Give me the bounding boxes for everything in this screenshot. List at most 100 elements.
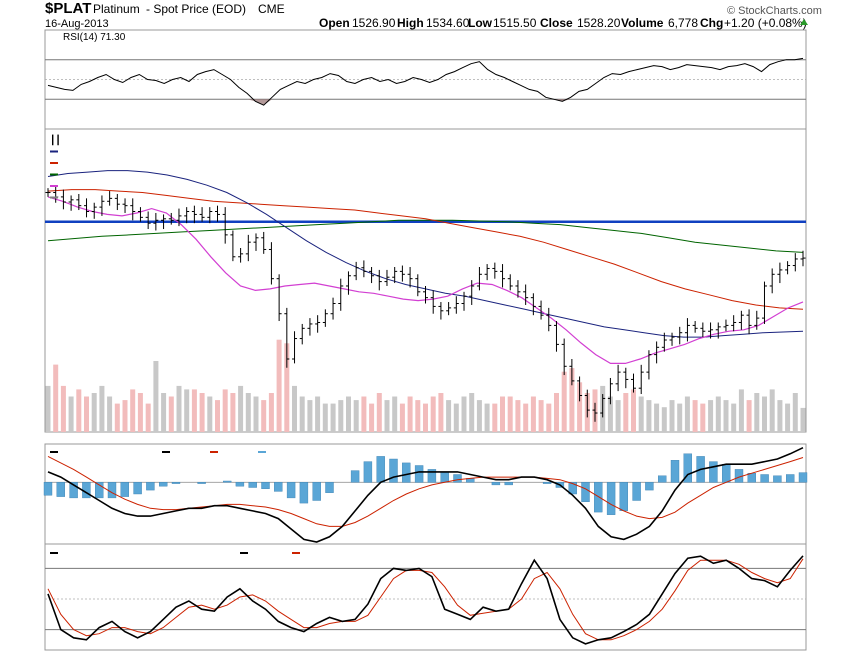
- volume-bar: [307, 400, 313, 432]
- volume-bar: [76, 389, 82, 432]
- volume-bar: [176, 385, 182, 432]
- volume-bar: [153, 361, 159, 432]
- volume-bar: [469, 393, 475, 432]
- volume-bar: [369, 403, 375, 432]
- volume-bar: [692, 400, 698, 432]
- volume-bar: [60, 385, 66, 432]
- volume-bar: [661, 407, 667, 432]
- volume-bar: [746, 400, 752, 432]
- volume-bar: [800, 407, 806, 432]
- volume-label: Volume: [621, 16, 664, 30]
- macd-histogram-bar: [69, 482, 78, 499]
- ma200-line: [47, 219, 804, 253]
- volume-bar: [68, 396, 74, 432]
- chart-date: 16-Aug-2013: [45, 18, 109, 30]
- price-panel: ┃┃: [44, 128, 807, 433]
- instrument-name: Platinum: [93, 2, 140, 16]
- macd-histogram-bar: [107, 482, 117, 499]
- volume-bar: [700, 403, 706, 432]
- volume-bar: [762, 396, 767, 432]
- rsi-line: [47, 57, 804, 106]
- macd-histogram-bar: [645, 482, 654, 491]
- macd-histogram-bar: [197, 482, 206, 484]
- macd-histogram-bar: [722, 464, 731, 483]
- watermark: © StockCharts.com: [727, 5, 822, 17]
- instrument-description: - Spot Price (EOD): [146, 2, 246, 16]
- volume-bar: [53, 364, 59, 432]
- volume-bar: [430, 396, 436, 432]
- volume-bar: [361, 396, 367, 432]
- volume-bar: [168, 396, 174, 432]
- macd-histogram-bar: [619, 482, 628, 511]
- macd-panel: [43, 443, 808, 545]
- close-value: 1528.20: [577, 16, 621, 30]
- volume-bar: [222, 389, 228, 432]
- volume-bar: [292, 385, 297, 432]
- volume-bar: [399, 403, 405, 432]
- volume-bar: [607, 396, 613, 432]
- macd-histogram-bar: [158, 482, 168, 487]
- high-label: High: [397, 16, 424, 30]
- volume-bar: [577, 382, 583, 432]
- volume-bar: [230, 393, 236, 432]
- volume-bar: [554, 393, 559, 432]
- volume-bar: [315, 396, 321, 432]
- volume-bar: [114, 403, 120, 432]
- macd-histogram-bar: [312, 482, 321, 501]
- macd-histogram-bar: [709, 461, 718, 483]
- macd-histogram-bar: [325, 482, 334, 493]
- symbol-label: $PLAT: [45, 0, 91, 17]
- volume-bar: [423, 403, 428, 432]
- volume-bar: [137, 393, 143, 432]
- macd-histogram-bar: [56, 482, 65, 497]
- macd-histogram-bar: [427, 469, 437, 483]
- volume-bar: [684, 396, 690, 432]
- macd-histogram-bar: [683, 453, 692, 483]
- volume-bar: [792, 393, 798, 432]
- volume-bar: [207, 396, 213, 432]
- macd-histogram-bar: [606, 482, 616, 515]
- volume-bar: [561, 371, 567, 432]
- macd-histogram-bar: [286, 482, 296, 499]
- volume-bar: [91, 393, 97, 432]
- volume-bar: [199, 393, 205, 432]
- volume-bar: [769, 389, 775, 432]
- volume-bar: [191, 389, 197, 432]
- volume-bar: [161, 393, 167, 432]
- chg-value: +1.20 (+0.08%): [724, 16, 807, 30]
- volume-bar: [268, 393, 274, 432]
- volume-bar: [777, 400, 783, 432]
- macd-histogram-bar: [581, 482, 590, 502]
- volume-bar: [84, 396, 89, 432]
- macd-histogram-bar: [504, 482, 513, 486]
- macd-histogram-bar: [171, 482, 181, 484]
- macd-histogram-bar: [363, 461, 373, 483]
- macd-histogram-bar: [440, 471, 449, 483]
- macd-line: [47, 446, 804, 543]
- volume-bar: [261, 400, 267, 432]
- volume-bar: [438, 393, 444, 432]
- volume-bar: [415, 400, 421, 432]
- macd-histogram-bar: [491, 482, 501, 486]
- macd-histogram-bar: [786, 474, 795, 483]
- volume-bar: [715, 396, 721, 432]
- rsi-panel: RSI(14) 71.30: [44, 29, 807, 130]
- volume-bar: [284, 343, 290, 432]
- volume-bar: [346, 396, 351, 432]
- volume-bar: [500, 396, 505, 432]
- volume-bar: [708, 400, 714, 432]
- low-label: Low: [468, 16, 493, 30]
- macd-histogram-bar: [120, 482, 130, 497]
- volume-bar: [107, 396, 113, 432]
- macd-histogram-bar: [43, 482, 53, 496]
- macd-histogram-bar: [632, 482, 641, 501]
- rsi-title: RSI(14) 71.30: [63, 32, 126, 43]
- volume-bar: [785, 403, 791, 432]
- volume-bar: [353, 400, 359, 432]
- chart-header: $PLAT Platinum - Spot Price (EOD) CME 16…: [45, 0, 822, 30]
- volume-bar: [646, 400, 652, 432]
- up-arrow-icon: [800, 19, 808, 25]
- macd-histogram-bar: [402, 462, 411, 483]
- chg-label: Chg: [700, 16, 723, 30]
